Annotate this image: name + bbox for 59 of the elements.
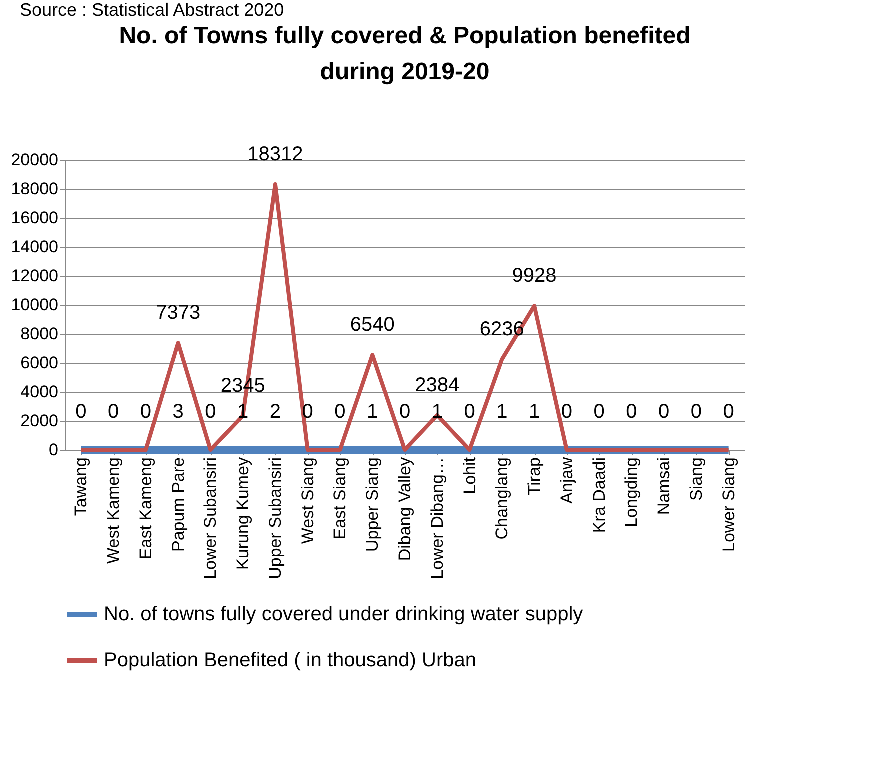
source-note: Source : Statistical Abstract 2020 <box>19 0 286 20</box>
x-tick-label: West Kameng <box>104 458 124 564</box>
x-tick-label: Siang <box>686 458 706 501</box>
y-tick-label: 12000 <box>11 266 58 286</box>
data-label: 1 <box>496 400 508 423</box>
data-label: 0 <box>594 401 605 423</box>
y-tick-label: 4000 <box>20 382 58 402</box>
x-tick-label: West Siang <box>298 458 318 544</box>
data-label: 0 <box>108 401 120 423</box>
x-tick-label: Lohit <box>460 457 480 494</box>
x-tick-label: Kra Daadi <box>590 458 609 534</box>
data-label: 0 <box>658 401 670 423</box>
x-tick-label: Lower Siang <box>719 458 738 552</box>
data-label: 1 <box>528 400 540 423</box>
x-tick-label: Anjaw <box>557 456 576 504</box>
x-tick-label: Upper Siang <box>363 458 382 552</box>
data-label: 0 <box>690 401 702 423</box>
x-tick-label: Lower Subansiri <box>201 458 220 580</box>
data-label: 3 <box>172 400 184 423</box>
x-tick-label: Longding <box>622 458 642 528</box>
chart-title: No. of Towns fully covered & Population benefited during 2019-20 <box>119 22 691 86</box>
data-label: 6540 <box>350 314 395 336</box>
y-tick-label: 2000 <box>20 412 58 430</box>
x-tick-label: East Siang <box>330 458 350 540</box>
data-label: 9928 <box>512 265 557 288</box>
y-tick-label: 14000 <box>11 238 58 256</box>
data-label: 2 <box>270 400 282 423</box>
legend-label: Population Benefited ( in thousand) Urban <box>104 650 476 672</box>
y-tick-label: 8000 <box>20 324 58 344</box>
x-tick-label: East Kameng <box>136 458 156 560</box>
y-tick-label: 0 <box>49 440 58 460</box>
x-tick-label: Tawang <box>72 458 91 516</box>
x-tick-label: Kurung Kumey <box>234 457 253 570</box>
data-label: 0 <box>399 401 411 423</box>
data-label: 2384 <box>415 374 460 396</box>
y-tick-label: 6000 <box>20 354 58 372</box>
legend-label: No. of towns fully covered under drinking water supply <box>104 604 584 626</box>
data-label: 0 <box>561 401 572 423</box>
data-label: 1 <box>367 400 378 423</box>
y-tick-label: 10000 <box>11 296 58 314</box>
data-label: 0 <box>723 401 734 423</box>
x-tick-label: Dibang Valley <box>396 457 414 562</box>
x-tick-label: Changlang <box>492 458 512 540</box>
data-label: 0 <box>626 401 638 423</box>
x-tick-label: Namsai <box>654 458 674 516</box>
data-label: 0 <box>205 401 216 423</box>
x-tick-label: Papum Pare <box>168 458 188 552</box>
data-label: 0 <box>464 401 476 423</box>
y-tick-label: 18000 <box>11 180 58 198</box>
data-label: 18312 <box>248 143 304 166</box>
data-label: 0 <box>140 401 152 423</box>
x-tick-label: Tirap <box>525 458 544 496</box>
x-tick-label: Lower Dibang… <box>428 458 447 580</box>
data-label: 0 <box>334 401 346 423</box>
data-label: 7373 <box>156 302 201 324</box>
y-tick-label: 20000 <box>11 150 58 170</box>
data-label: 0 <box>76 401 87 423</box>
x-tick-label: Upper Subansiri <box>266 458 285 580</box>
y-tick-label: 16000 <box>11 208 58 228</box>
